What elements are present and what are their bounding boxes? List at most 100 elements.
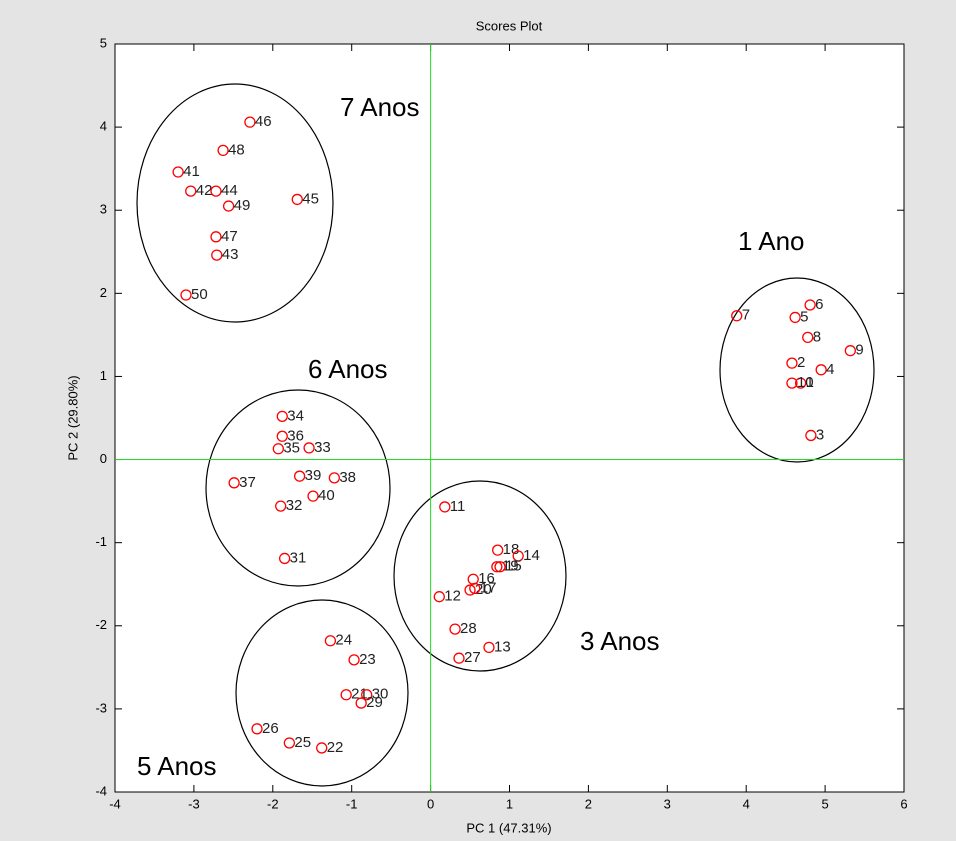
annotation: 1 Ano [738, 226, 805, 256]
point-label: 13 [494, 638, 511, 655]
point-label: 1 [806, 374, 814, 391]
point [361, 689, 373, 701]
annotation: 5 Anos [137, 751, 217, 781]
point-label: 7 [742, 307, 750, 324]
group-ellipse [136, 83, 334, 323]
point [251, 723, 263, 735]
point-label: 46 [255, 113, 272, 130]
point-label: 25 [294, 734, 311, 751]
y-tick-label: 0 [100, 451, 107, 466]
x-tick-label: -3 [188, 796, 200, 811]
point [805, 429, 817, 442]
point-label: 32 [286, 497, 303, 514]
point [210, 231, 222, 243]
point [275, 500, 287, 512]
point-label: 37 [239, 474, 256, 491]
group-ellipse [205, 389, 391, 587]
annotation: 6 Anos [308, 354, 388, 384]
point [453, 652, 465, 664]
y-tick-label: -4 [95, 783, 107, 798]
x-tick-label: 4 [743, 796, 750, 811]
x-tick-label: -1 [346, 796, 358, 811]
point-label: 22 [327, 739, 344, 756]
y-tick-label: 2 [100, 285, 107, 300]
point [217, 144, 229, 157]
point [328, 472, 340, 484]
point [469, 582, 481, 595]
y-tick-label: 1 [100, 368, 107, 383]
point-label: 12 [444, 588, 461, 605]
group-ellipse [235, 599, 409, 787]
y-tick-label: -2 [95, 617, 107, 632]
point-label: 15 [505, 558, 522, 575]
y-tick-label: 5 [100, 35, 107, 50]
x-tick-label: 5 [821, 796, 828, 811]
point-label: 26 [262, 720, 279, 737]
point [449, 623, 461, 635]
point [244, 116, 256, 128]
y-axis-label: PC 2 (29.80%) [65, 375, 80, 460]
point [804, 299, 816, 311]
plot-area [114, 43, 905, 793]
y-tick-label: -3 [95, 700, 107, 715]
point-label: 31 [290, 549, 307, 566]
point-label: 41 [183, 163, 200, 180]
point-label: 16 [478, 570, 495, 587]
point-label: 28 [460, 620, 477, 637]
point [731, 310, 743, 322]
point-label: 11 [450, 498, 466, 515]
point-label: 24 [335, 632, 352, 649]
point-label: 48 [228, 141, 245, 158]
point [272, 443, 284, 455]
point-label: 38 [339, 469, 356, 486]
point [786, 377, 798, 389]
x-tick-label: 3 [664, 796, 671, 811]
point [492, 544, 504, 556]
point-label: 35 [283, 440, 300, 457]
point [172, 166, 184, 178]
point [844, 345, 856, 357]
point-label: 19 [502, 558, 519, 575]
point [293, 470, 306, 482]
chart-title: Scores Plot [476, 18, 543, 33]
point [283, 737, 296, 749]
point [464, 584, 476, 596]
point-label: 8 [813, 328, 821, 345]
point [802, 331, 814, 344]
point [278, 552, 291, 565]
point-label: 4 [826, 361, 834, 378]
point [348, 654, 360, 666]
point-label: 5 [800, 308, 808, 325]
y-tick-label: -1 [95, 534, 107, 549]
x-tick-label: 1 [506, 796, 513, 811]
point-label: 34 [287, 407, 304, 424]
point [491, 561, 503, 573]
point [512, 550, 524, 562]
point-label: 42 [196, 182, 213, 199]
point-label: 10 [797, 374, 814, 391]
point [276, 410, 288, 422]
point [483, 641, 495, 654]
x-tick-label: -4 [109, 796, 121, 811]
point [355, 697, 367, 709]
point [439, 501, 451, 513]
x-tick-label: 6 [900, 796, 907, 811]
point [340, 689, 352, 701]
point [316, 742, 328, 754]
point [324, 635, 337, 647]
point-label: 6 [815, 296, 823, 313]
point [291, 193, 303, 206]
point-label: 30 [372, 686, 389, 703]
x-tick-label: -2 [267, 796, 279, 811]
point [794, 377, 807, 389]
point-label: 49 [234, 197, 251, 214]
point-label: 40 [318, 487, 335, 504]
point-label: 18 [503, 541, 520, 558]
point-label: 50 [191, 286, 208, 303]
point [180, 289, 192, 301]
group-ellipse [719, 277, 875, 463]
point-label: 14 [523, 547, 540, 564]
point [185, 185, 197, 197]
point-label: 36 [287, 427, 304, 444]
